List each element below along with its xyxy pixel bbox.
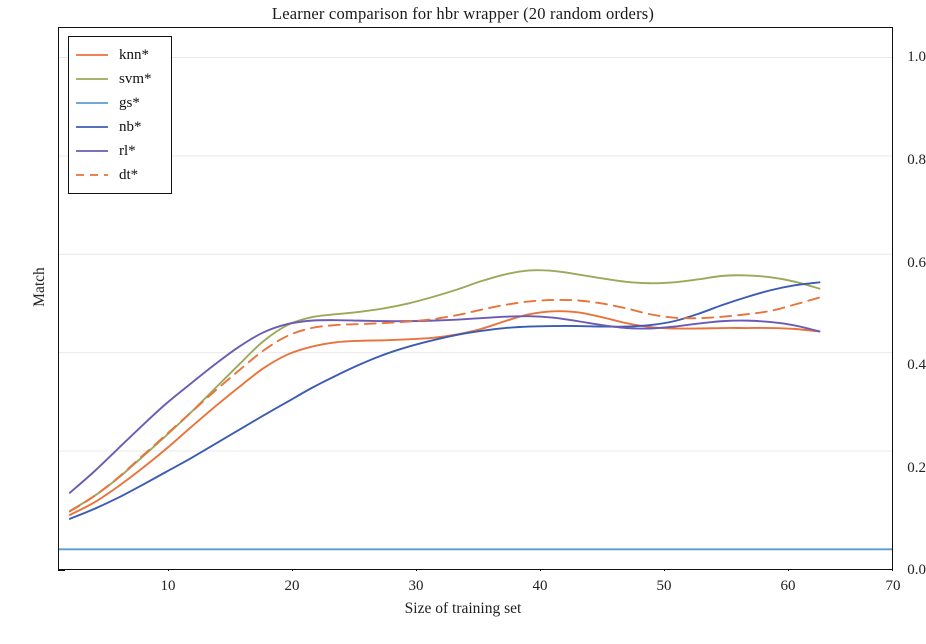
series-line-dt xyxy=(68,296,821,513)
series-lines xyxy=(59,269,892,551)
x-tick-label: 60 xyxy=(780,578,796,594)
y-tick-label: 0.0 xyxy=(907,562,926,578)
legend-label-gs: gs* xyxy=(119,94,140,111)
legend-swatch-rl xyxy=(75,145,109,157)
gridlines xyxy=(59,57,892,550)
y-tick-label: 0.6 xyxy=(907,255,926,271)
y-tick-label: 0.2 xyxy=(907,460,926,476)
legend-swatch-knn xyxy=(75,49,109,61)
x-tick-label: 20 xyxy=(284,578,300,594)
legend-label-rl: rl* xyxy=(119,142,136,159)
series-line-rl xyxy=(68,315,821,494)
y-tick-label: 1.0 xyxy=(907,49,926,65)
legend-label-knn: knn* xyxy=(119,46,149,63)
x-tick-label: 40 xyxy=(532,578,548,594)
legend-item-dt[interactable]: dt* xyxy=(75,163,165,187)
y-tick-label: 0.8 xyxy=(907,152,926,168)
legend-item-svm[interactable]: svm* xyxy=(75,67,165,91)
legend-item-knn[interactable]: knn* xyxy=(75,43,165,67)
x-axis-label: Size of training set xyxy=(404,600,522,617)
y-tick-label: 0.4 xyxy=(907,357,926,373)
y-axis-label: Match xyxy=(31,267,48,307)
series-line-svm xyxy=(68,269,821,512)
legend-item-nb[interactable]: nb* xyxy=(75,115,165,139)
x-tick-label: 70 xyxy=(885,578,901,594)
legend-item-gs[interactable]: gs* xyxy=(75,91,165,115)
plot-area xyxy=(58,27,893,570)
chart-title: Learner comparison for hbr wrapper (20 r… xyxy=(271,4,655,23)
x-tick-label: 10 xyxy=(160,578,176,594)
legend-swatch-nb xyxy=(75,121,109,133)
y-tick-mark xyxy=(58,570,65,572)
legend-label-nb: nb* xyxy=(119,118,142,135)
x-tick-label: 30 xyxy=(408,578,424,594)
x-tick-label: 50 xyxy=(656,578,672,594)
legend: knn* svm* gs* nb* rl* xyxy=(68,36,172,194)
series-line-nb xyxy=(68,281,821,520)
legend-item-rl[interactable]: rl* xyxy=(75,139,165,163)
legend-swatch-svm xyxy=(75,73,109,85)
legend-label-svm: svm* xyxy=(119,70,152,87)
legend-swatch-gs xyxy=(75,97,109,109)
legend-swatch-dt xyxy=(75,169,109,181)
legend-label-dt: dt* xyxy=(119,166,139,183)
series-line-knn xyxy=(68,310,821,516)
plot-svg xyxy=(59,57,892,551)
